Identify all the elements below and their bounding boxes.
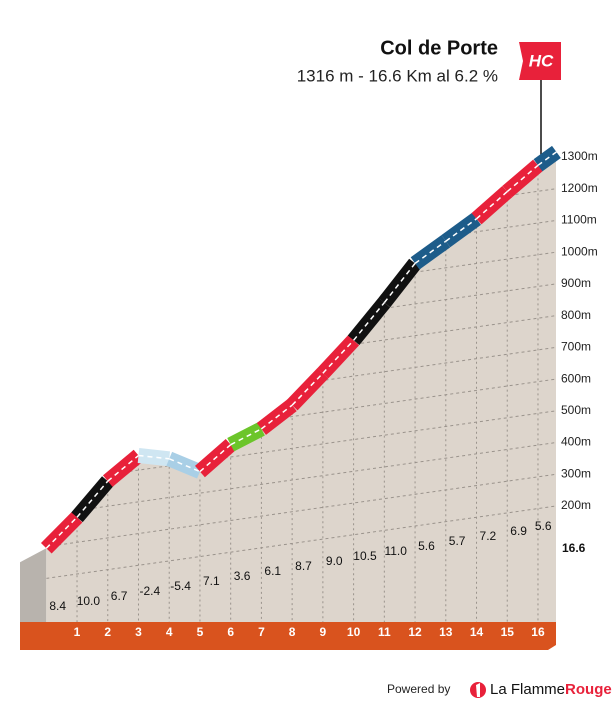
km-label: 5 bbox=[197, 625, 204, 639]
km-label: 11 bbox=[378, 625, 391, 639]
grid-line bbox=[46, 505, 557, 579]
y-tick-label: 600m bbox=[561, 371, 591, 385]
gradient-label: -5.4 bbox=[170, 579, 191, 593]
gradient-label: 6.1 bbox=[264, 564, 281, 578]
gradient-label: 10.5 bbox=[353, 549, 377, 563]
y-tick-label: 1100m bbox=[561, 213, 597, 227]
y-tick-label: 1000m bbox=[561, 244, 598, 258]
gradient-label: 11.0 bbox=[384, 544, 407, 558]
km-label: 10 bbox=[347, 625, 361, 639]
y-tick-label: 800m bbox=[561, 308, 591, 322]
km-label: 15 bbox=[501, 625, 515, 639]
km-end-label: 16.6 bbox=[562, 541, 586, 555]
y-tick-label: 1300m bbox=[561, 149, 598, 163]
km-label: 4 bbox=[166, 625, 173, 639]
gradient-label: 8.7 bbox=[295, 559, 312, 573]
km-label: 14 bbox=[470, 625, 484, 639]
gradient-label: 9.0 bbox=[326, 554, 343, 568]
km-label: 7 bbox=[258, 625, 265, 639]
chart-title: Col de Porte bbox=[380, 37, 498, 59]
badge-flag bbox=[519, 42, 561, 80]
road-centre bbox=[506, 164, 539, 193]
y-tick-label: 900m bbox=[561, 276, 591, 290]
road-centre bbox=[414, 240, 447, 264]
road-centre bbox=[168, 458, 201, 473]
road-centre bbox=[45, 516, 78, 549]
gradient-label: -2.4 bbox=[140, 584, 161, 598]
km-label: 8 bbox=[289, 625, 296, 639]
road-centre bbox=[291, 372, 324, 406]
road-centre bbox=[107, 454, 139, 482]
gradient-label: 6.9 bbox=[510, 524, 527, 538]
grid-line bbox=[46, 442, 557, 516]
grid-line bbox=[46, 473, 557, 548]
gradient-label: 7.1 bbox=[203, 574, 220, 588]
km-label: 1 bbox=[74, 625, 81, 639]
road-segment bbox=[378, 258, 421, 308]
road-centre bbox=[353, 302, 385, 341]
chart-subtitle: 1316 m - 16.6 Km al 6.2 % bbox=[297, 66, 498, 85]
road-segment bbox=[137, 448, 171, 467]
gradient-label: 6.7 bbox=[111, 589, 128, 603]
km-label: 12 bbox=[408, 625, 422, 639]
gradient-label: 7.2 bbox=[480, 529, 497, 543]
road-centre bbox=[322, 339, 355, 374]
y-tick-label: 400m bbox=[561, 435, 591, 449]
road-centre bbox=[445, 218, 477, 242]
y-tick-label: 300m bbox=[561, 466, 591, 480]
road-centre bbox=[76, 480, 109, 518]
gradient-label: 10.0 bbox=[77, 594, 101, 608]
gradient-label: 5.6 bbox=[535, 519, 552, 533]
km-label: 2 bbox=[104, 625, 111, 639]
gradient-label: 5.6 bbox=[418, 539, 435, 553]
km-band bbox=[20, 617, 556, 650]
road-centre bbox=[537, 151, 557, 166]
gradient-label: 8.4 bbox=[49, 599, 66, 613]
brand-logo-mark bbox=[476, 683, 480, 697]
km-label: 13 bbox=[439, 625, 453, 639]
brand-name-bold: Rouge bbox=[565, 681, 612, 698]
brand-name: La Flamme bbox=[490, 681, 565, 698]
y-tick-label: 500m bbox=[561, 403, 591, 417]
powered-by: Powered by bbox=[387, 682, 450, 696]
brand: La FlammeRouge bbox=[490, 681, 612, 698]
road-centre bbox=[230, 428, 262, 446]
km-label: 16 bbox=[531, 625, 545, 639]
y-tick-label: 200m bbox=[561, 498, 591, 512]
road-centre bbox=[476, 191, 508, 220]
front-face bbox=[20, 548, 47, 622]
road-centre bbox=[199, 444, 232, 473]
plot: 1300m1200m1100m1000m900m800m700m600m500m… bbox=[20, 145, 598, 650]
km-label: 6 bbox=[227, 625, 234, 639]
badge-text: HC bbox=[529, 51, 554, 70]
km-label: 3 bbox=[135, 625, 142, 639]
gradient-label: 3.6 bbox=[234, 569, 251, 583]
road-centre bbox=[260, 404, 293, 430]
y-tick-label: 1200m bbox=[561, 181, 598, 195]
gradient-label: 5.7 bbox=[449, 534, 466, 548]
profile-area bbox=[46, 151, 557, 622]
y-tick-label: 700m bbox=[561, 340, 591, 354]
km-label: 9 bbox=[320, 625, 327, 639]
